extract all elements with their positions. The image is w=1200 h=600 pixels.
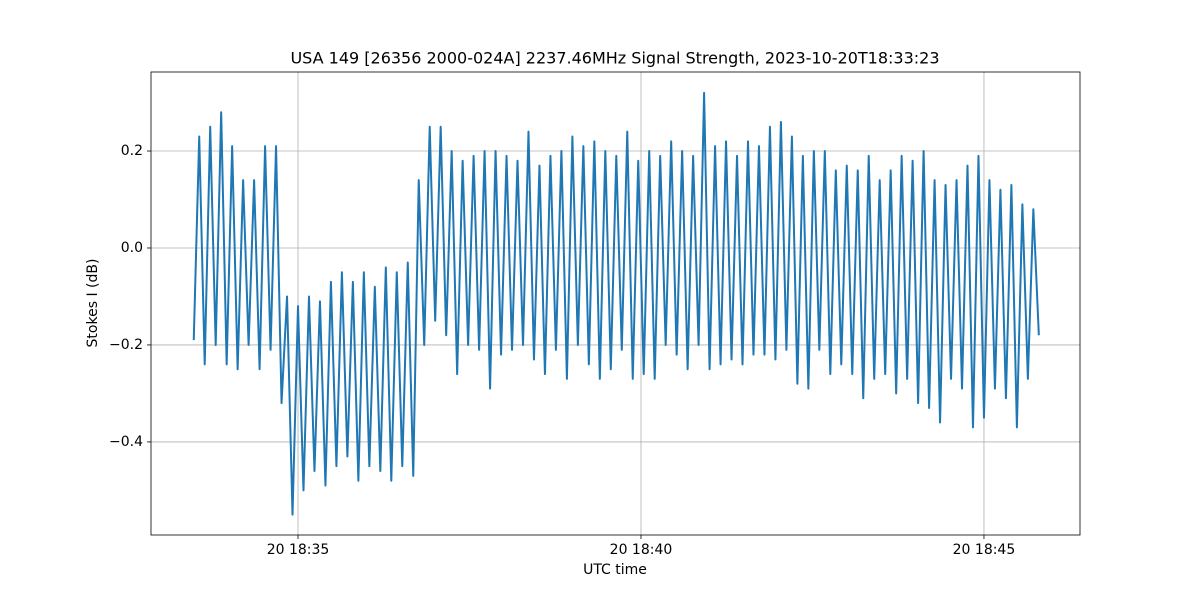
series-line xyxy=(192,91,1040,516)
y-tick-label: −0.4 xyxy=(109,434,143,450)
x-tick-label: 20 18:35 xyxy=(267,542,330,558)
x-tick-label: 20 18:45 xyxy=(953,542,1016,558)
chart-title: USA 149 [26356 2000-024A] 2237.46MHz Sig… xyxy=(290,49,939,68)
y-tick-label: 0.0 xyxy=(121,240,143,256)
plot-frame xyxy=(150,71,1081,536)
y-tick-label: −0.2 xyxy=(109,337,143,353)
y-tick-label: 0.2 xyxy=(121,143,143,159)
x-tick-label: 20 18:40 xyxy=(610,542,673,558)
x-axis-label: UTC time xyxy=(583,562,647,578)
y-axis-label: Stokes I (dB) xyxy=(85,259,101,348)
